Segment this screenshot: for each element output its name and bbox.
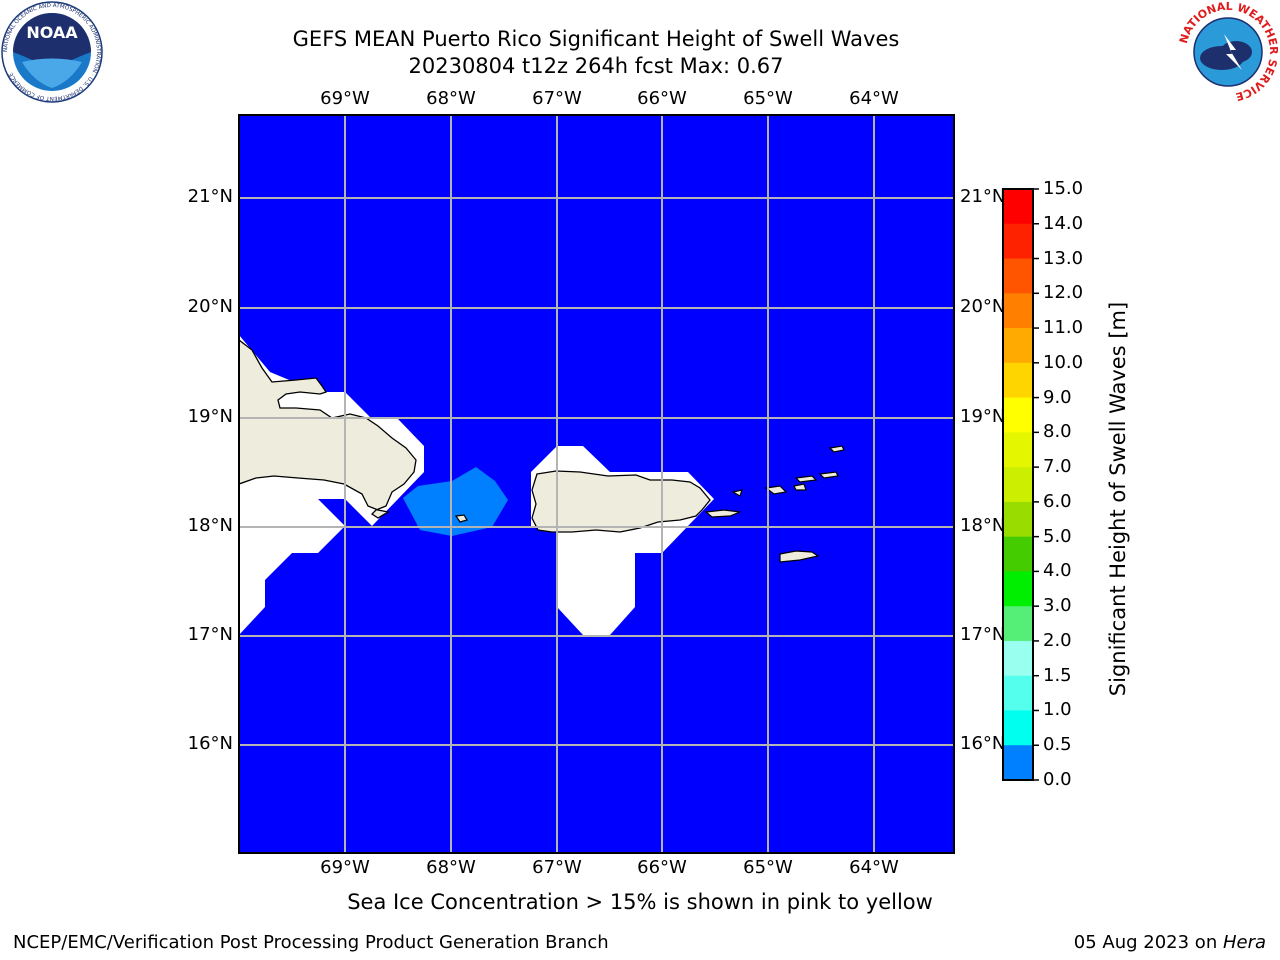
hispaniola-land bbox=[239, 339, 417, 519]
colorbar-swatch-4 bbox=[1003, 328, 1033, 364]
lon-tick-top-66w: 66°W bbox=[637, 88, 687, 109]
colorbar-swatch-14 bbox=[1003, 675, 1033, 712]
colorbar-label-12: 3.0 bbox=[1043, 595, 1072, 617]
nws-logo: NATIONAL WEATHER SERVICE bbox=[1177, 0, 1280, 103]
swell-patch-0-5m bbox=[403, 467, 508, 536]
lat-tick-right-17n: 17°N bbox=[960, 624, 1006, 645]
st-john-island bbox=[793, 483, 807, 491]
footer-date-text: 05 Aug 2023 on bbox=[1073, 932, 1223, 953]
colorbar-swatch-3 bbox=[1003, 293, 1033, 329]
colorbar-swatch-13 bbox=[1003, 640, 1033, 677]
chart-title: GEFS MEAN Puerto Rico Significant Height… bbox=[292, 27, 900, 51]
anegada-island bbox=[828, 445, 845, 453]
lat-tick-left-20n: 20°N bbox=[187, 296, 233, 317]
lat-tick-right-18n: 18°N bbox=[960, 515, 1006, 536]
lon-tick-bottom-67w: 67°W bbox=[532, 857, 582, 878]
colorbar-label-7: 8.0 bbox=[1043, 421, 1072, 443]
st-thomas-island bbox=[764, 485, 788, 495]
colorbar-frame bbox=[1002, 188, 1034, 781]
colorbar-label-4: 11.0 bbox=[1043, 317, 1084, 339]
colorbar-label-17: 0.0 bbox=[1043, 769, 1072, 790]
colorbar-swatch-7 bbox=[1003, 432, 1033, 468]
lat-tick-left-21n: 21°N bbox=[187, 186, 233, 207]
colorbar-label-0: 15.0 bbox=[1043, 178, 1084, 199]
culebra-island bbox=[731, 489, 743, 497]
colorbar-swatch-0 bbox=[1003, 189, 1033, 225]
colorbar-swatch-11 bbox=[1003, 571, 1033, 607]
colorbar-swatch-16 bbox=[1003, 745, 1033, 781]
lon-tick-bottom-65w: 65°W bbox=[743, 857, 793, 878]
colorbar-title: Significant Height of Swell Waves [m] bbox=[1106, 301, 1130, 697]
lat-tick-right-16n: 16°N bbox=[960, 733, 1006, 754]
colorbar-label-6: 9.0 bbox=[1043, 386, 1072, 408]
lat-tick-left-17n: 17°N bbox=[187, 624, 233, 645]
colorbar-label-15: 1.0 bbox=[1043, 699, 1072, 721]
colorbar-swatch-2 bbox=[1003, 258, 1033, 294]
lat-tick-right-21n: 21°N bbox=[960, 186, 1006, 207]
sea-ice-caption: Sea Ice Concentration > 15% is shown in … bbox=[347, 890, 933, 914]
colorbar-label-9: 6.0 bbox=[1043, 490, 1072, 512]
tortola-island bbox=[794, 475, 818, 483]
lon-tick-top-68w: 68°W bbox=[426, 88, 476, 109]
colorbar-swatch-1 bbox=[1003, 223, 1033, 260]
lon-tick-bottom-68w: 68°W bbox=[426, 857, 476, 878]
colorbar-label-14: 1.5 bbox=[1043, 664, 1072, 686]
colorbar-label-1: 14.0 bbox=[1043, 212, 1084, 234]
footer-date: 05 Aug 2023 on Hera bbox=[1074, 932, 1266, 953]
colorbar bbox=[1002, 188, 1039, 781]
lon-tick-top-69w: 69°W bbox=[320, 88, 370, 109]
colorbar-swatch-10 bbox=[1003, 536, 1033, 573]
mona-island bbox=[454, 514, 468, 523]
lon-tick-bottom-64w: 64°W bbox=[849, 857, 899, 878]
lat-tick-right-19n: 19°N bbox=[960, 406, 1006, 427]
lat-tick-left-18n: 18°N bbox=[187, 515, 233, 536]
colorbar-swatch-12 bbox=[1003, 606, 1033, 642]
colorbar-swatch-5 bbox=[1003, 362, 1033, 399]
noaa-logo: NOAA NATIONAL OCEANIC AND ATMOSPHERIC AD… bbox=[1, 1, 103, 103]
colorbar-swatch-8 bbox=[1003, 467, 1033, 503]
colorbar-swatch-6 bbox=[1003, 397, 1033, 433]
colorbar-label-8: 7.0 bbox=[1043, 456, 1072, 478]
colorbar-swatch-15 bbox=[1003, 710, 1033, 746]
colorbar-label-11: 4.0 bbox=[1043, 560, 1072, 582]
lat-tick-left-16n: 16°N bbox=[187, 733, 233, 754]
virgin-gorda-island bbox=[818, 471, 839, 479]
lat-tick-right-20n: 20°N bbox=[960, 296, 1006, 317]
colorbar-label-10: 5.0 bbox=[1043, 525, 1072, 547]
colorbar-label-13: 2.0 bbox=[1043, 629, 1072, 651]
vieques-island bbox=[704, 509, 741, 518]
lon-tick-top-67w: 67°W bbox=[532, 88, 582, 109]
lon-tick-bottom-69w: 69°W bbox=[320, 857, 370, 878]
map-frame bbox=[238, 114, 955, 854]
chart-subtitle: 20230804 t12z 264h fcst Max: 0.67 bbox=[408, 54, 784, 78]
noaa-logo-text: NOAA bbox=[26, 23, 78, 42]
colorbar-label-2: 13.0 bbox=[1043, 247, 1084, 269]
lat-tick-left-19n: 19°N bbox=[187, 406, 233, 427]
footer-machine: Hera bbox=[1222, 932, 1266, 953]
lon-tick-bottom-66w: 66°W bbox=[637, 857, 687, 878]
lon-tick-top-65w: 65°W bbox=[743, 88, 793, 109]
footer-organization: NCEP/EMC/Verification Post Processing Pr… bbox=[13, 932, 609, 953]
colorbar-label-3: 12.0 bbox=[1043, 282, 1084, 304]
colorbar-label-5: 10.0 bbox=[1043, 351, 1084, 373]
colorbar-label-16: 0.5 bbox=[1043, 734, 1072, 756]
lon-tick-top-64w: 64°W bbox=[849, 88, 899, 109]
st-croix-island bbox=[779, 550, 820, 563]
graticule bbox=[239, 115, 954, 853]
colorbar-swatch-9 bbox=[1003, 501, 1033, 538]
